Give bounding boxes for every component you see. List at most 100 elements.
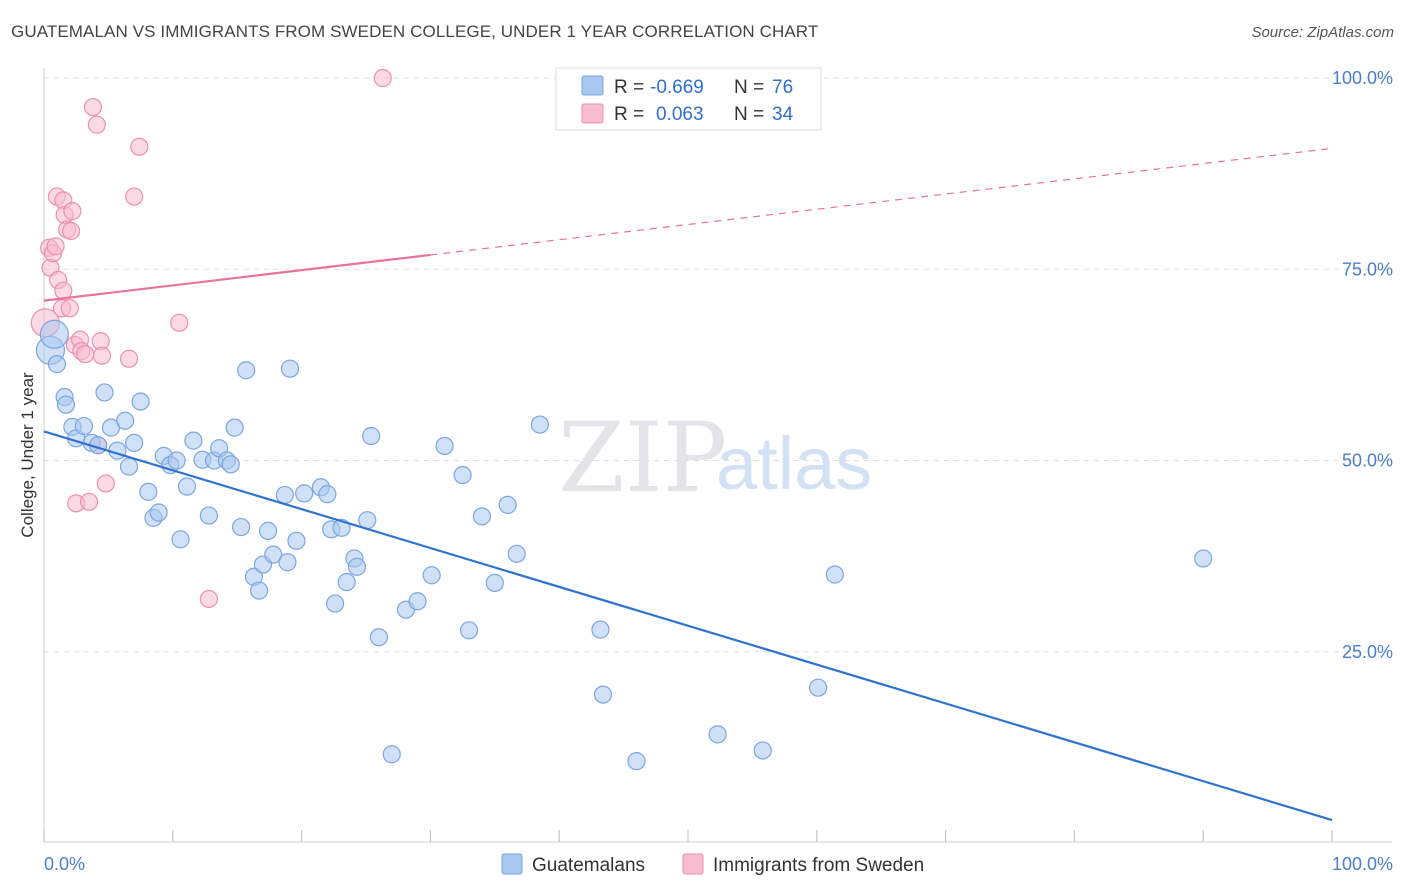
guatemalans-point: [530, 415, 549, 434]
immigrants-from-sweden-trend-line-extension: [430, 147, 1333, 256]
guatemalans-point: [56, 395, 75, 414]
guatemalans-point: [369, 628, 388, 647]
guatemalans-point: [472, 507, 492, 526]
guatemalans-point: [318, 485, 337, 504]
guatemalans-trend-line: [43, 430, 1333, 822]
legend-r-value-guatemalans: -0.669: [650, 77, 704, 98]
x-tick-label-min: 0.0%: [44, 854, 85, 874]
legend-n-label-immigrants-from-sweden: N =: [734, 104, 764, 125]
guatemalans-point: [259, 521, 278, 540]
guatemalans-point: [422, 566, 441, 585]
legend-n-value-immigrants-from-sweden: 34: [772, 104, 794, 125]
immigrants-from-sweden-point: [87, 115, 106, 134]
guatemalans-point: [498, 495, 517, 514]
guatemalans-point: [459, 621, 479, 640]
guatemalans-point: [408, 592, 427, 611]
immigrants-from-sweden-point: [76, 345, 95, 364]
immigrants-from-sweden-point: [373, 68, 392, 88]
immigrants-from-sweden-point: [60, 299, 79, 318]
legend-bottom-swatch-immigrants-from-sweden: [682, 853, 704, 875]
guatemalans-point: [280, 359, 300, 378]
guatemalans-point: [125, 433, 144, 453]
guatemalans-point: [382, 745, 401, 764]
legend-n-label-guatemalans: N =: [734, 77, 764, 98]
guatemalans-point: [74, 416, 94, 436]
y-tick-label: 50.0%: [1342, 451, 1393, 471]
legend-swatch-guatemalans: [581, 75, 604, 96]
legend-bottom-label-guatemalans: Guatemalans: [532, 855, 645, 876]
guatemalans-point: [275, 485, 294, 505]
immigrants-from-sweden-point: [199, 589, 218, 609]
guatemalans-point: [116, 411, 135, 430]
guatemalans-point: [264, 545, 283, 564]
y-tick-label: 100.0%: [1332, 68, 1393, 88]
guatemalans-point: [753, 741, 772, 760]
y-axis-label: College, Under 1 year: [18, 372, 37, 538]
immigrants-from-sweden-point: [119, 349, 139, 368]
legend-r-value-immigrants-from-sweden: 0.063: [656, 104, 704, 125]
legend-swatch-immigrants-from-sweden: [581, 103, 604, 124]
guatemalans-point: [708, 725, 727, 744]
immigrants-from-sweden-point: [170, 313, 189, 332]
immigrants-from-sweden-point: [63, 202, 82, 221]
guatemalans-point: [1194, 549, 1213, 568]
watermark-zip: ZIP: [558, 402, 727, 514]
legend-r-label-immigrants-from-sweden: R =: [614, 104, 644, 125]
guatemalans-point: [627, 752, 646, 771]
guatemalans-point: [199, 506, 218, 525]
guatemalans-point: [325, 594, 345, 613]
axes: [43, 68, 1392, 843]
guatemalans-point: [249, 581, 269, 600]
guatemalans-point: [435, 436, 454, 456]
legend-n-value-guatemalans: 76: [772, 77, 793, 98]
immigrants-from-sweden-point: [125, 187, 144, 206]
legend-r-label-guatemalans: R =: [614, 77, 644, 98]
guatemalans-point: [337, 573, 356, 592]
legend-bottom-swatch-guatemalans: [501, 853, 523, 875]
legend-top: R = -0.669 N = 76 R = 0.063 N = 34: [555, 67, 822, 131]
immigrants-from-sweden-point: [46, 237, 65, 256]
guatemalans-point: [593, 685, 613, 704]
guatemalans-point: [225, 418, 244, 437]
guatemalans-point: [167, 451, 186, 470]
immigrants-from-sweden-point: [83, 97, 103, 117]
guatemalans-point: [295, 484, 314, 503]
guatemalans-point: [47, 355, 66, 374]
immigrants-from-sweden-trend-line: [43, 253, 431, 302]
guatemalans-point: [119, 457, 139, 476]
y-tick-label: 75.0%: [1342, 259, 1393, 279]
guatemalans-point: [485, 573, 504, 593]
trend-lines: [43, 147, 1333, 822]
immigrants-from-sweden-point: [79, 492, 99, 511]
guatemalans-point: [808, 678, 828, 697]
guatemalans-point: [453, 465, 472, 485]
guatemalans-point: [95, 383, 114, 402]
guatemalans-point: [149, 503, 168, 522]
guatemalans-point: [184, 431, 203, 450]
guatemalans-point: [347, 557, 367, 576]
guatemalans-point: [278, 553, 297, 572]
immigrants-from-sweden-point: [61, 221, 81, 241]
immigrants-from-sweden-point: [92, 346, 112, 365]
x-tick-label-max: 100.0%: [1332, 854, 1393, 874]
guatemalans-point: [131, 392, 150, 411]
guatemalans-point: [139, 482, 158, 501]
grid-lines: [44, 77, 1392, 653]
tick-labels: 25.0% 50.0% 75.0% 100.0% 0.0% 100.0%: [44, 68, 1393, 874]
immigrants-from-sweden-point: [130, 137, 149, 156]
guatemalans-point: [171, 530, 190, 549]
guatemalans-point: [591, 620, 610, 639]
chart-source: Source: ZipAtlas.com: [1251, 24, 1394, 41]
guatemalans-point: [362, 426, 381, 446]
legend-bottom: Guatemalans Immigrants from Sweden: [501, 853, 924, 876]
guatemalans-point: [39, 319, 69, 349]
guatemalans-point: [177, 477, 197, 496]
y-tick-label: 25.0%: [1342, 642, 1393, 662]
guatemalans-point: [825, 565, 844, 584]
immigrants-from-sweden-point: [96, 474, 115, 493]
guatemalans-point: [231, 517, 251, 537]
guatemalans-point: [287, 531, 306, 550]
series-guatemalans-points: [35, 319, 1213, 771]
chart-title: GUATEMALAN VS IMMIGRANTS FROM SWEDEN COL…: [11, 22, 819, 41]
guatemalans-point: [237, 361, 256, 380]
